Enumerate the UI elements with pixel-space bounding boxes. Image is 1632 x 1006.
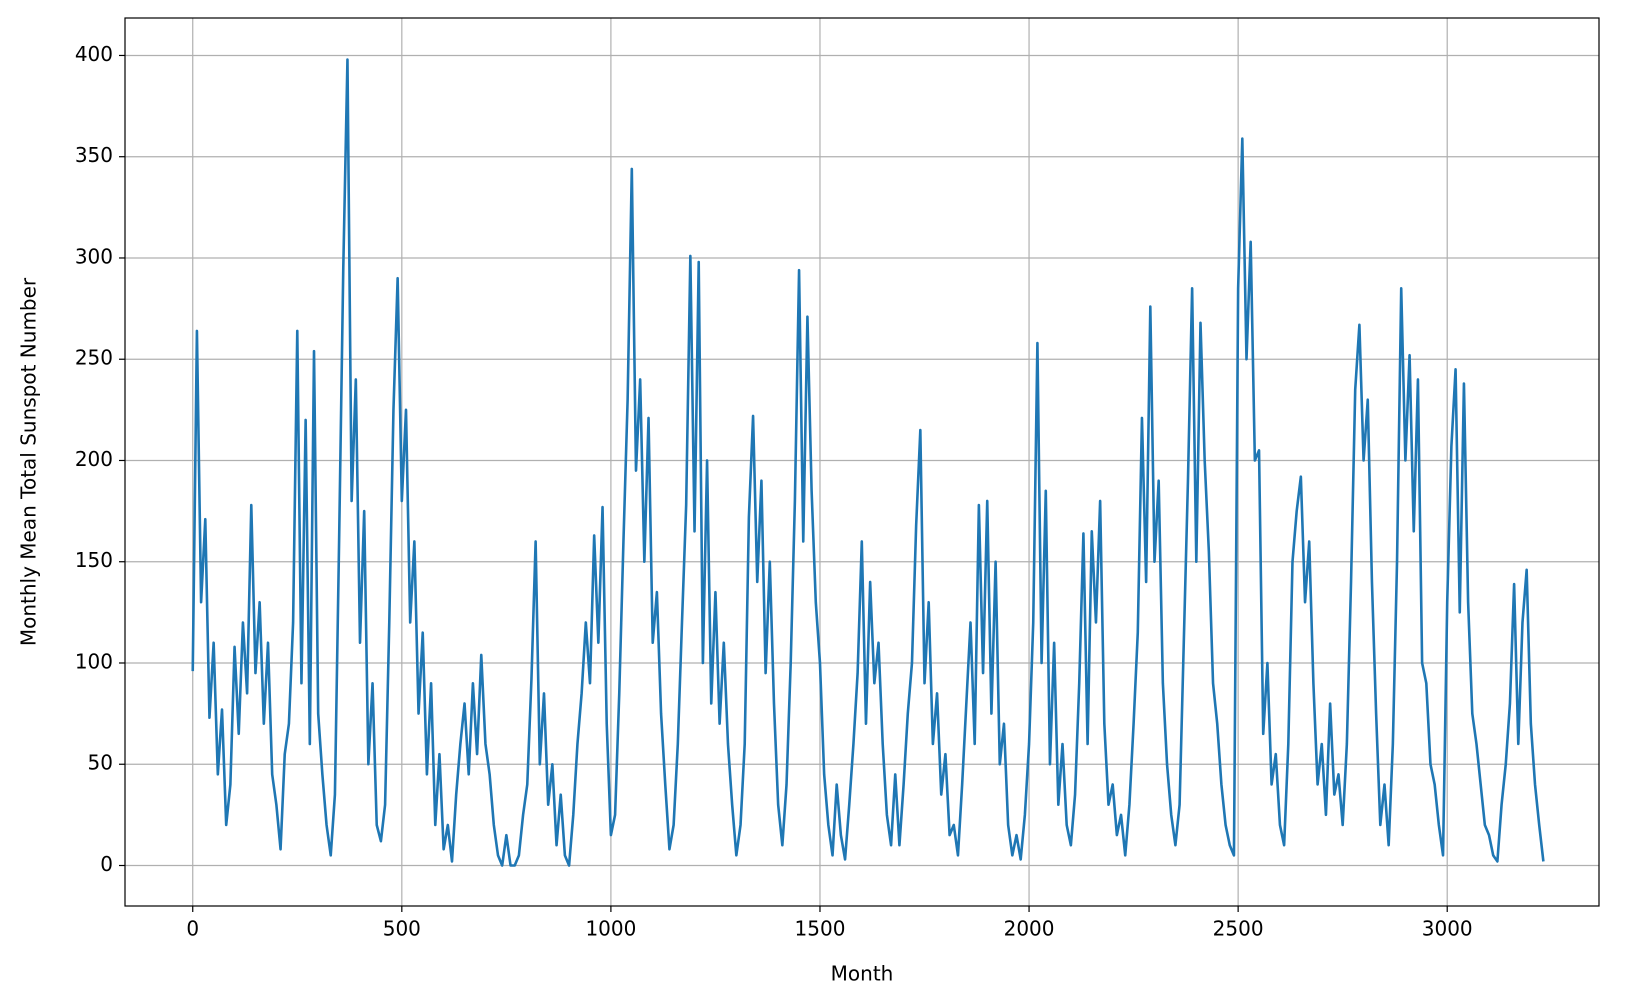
x-tick-label: 0 — [186, 917, 199, 941]
y-tick-label: 100 — [75, 649, 113, 673]
x-tick-label: 2500 — [1213, 917, 1264, 941]
x-tick-label: 3000 — [1422, 917, 1473, 941]
y-tick-label: 0 — [100, 852, 113, 876]
y-tick-label: 200 — [75, 447, 113, 471]
x-tick-label: 500 — [383, 917, 421, 941]
data-line — [191, 58, 1545, 867]
y-tick-label: 300 — [75, 244, 113, 268]
x-tick-label: 2000 — [1004, 917, 1055, 941]
plot-frame — [124, 17, 1600, 907]
x-tick-label: 1000 — [585, 917, 636, 941]
x-tick-label: 1500 — [795, 917, 846, 941]
y-tick-label: 50 — [88, 751, 113, 775]
y-tick-label: 400 — [75, 42, 113, 66]
y-tick-label: 150 — [75, 548, 113, 572]
y-axis-label: Monthly Mean Total Sunspot Number — [17, 277, 41, 646]
y-tick-label: 250 — [75, 346, 113, 370]
x-axis-label: Month — [831, 962, 894, 986]
y-tick-label: 350 — [75, 143, 113, 167]
